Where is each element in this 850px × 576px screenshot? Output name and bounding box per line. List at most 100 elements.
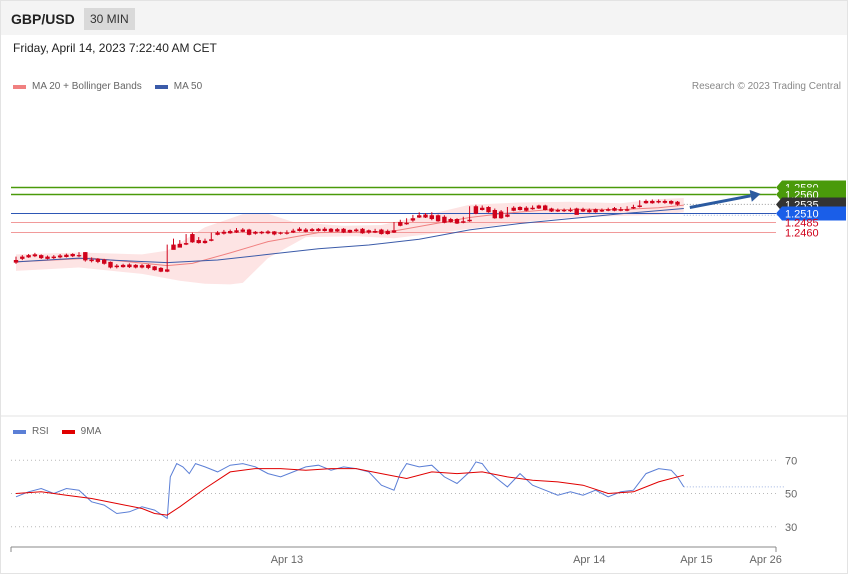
pivot-label-3: 1.2510: [785, 209, 819, 221]
candle-body: [102, 259, 107, 264]
candle-body: [32, 254, 38, 257]
legend-label-9ma: 9MA: [80, 426, 102, 437]
credit-text: Research © 2023 Trading Central: [691, 81, 841, 92]
candle-body: [127, 264, 132, 268]
legend-label-rsi: RSI: [32, 426, 49, 437]
legend-swatch-9ma: [61, 429, 75, 434]
candle-body: [177, 243, 182, 248]
candle-body: [297, 228, 302, 232]
candle-body: [467, 219, 472, 222]
legend-label-ma50: MA 50: [173, 81, 203, 92]
candle-body: [89, 259, 94, 262]
candle-body: [259, 231, 264, 234]
candle-body: [291, 230, 296, 233]
instrument-title: GBP/USD: [11, 11, 75, 27]
candle-body: [555, 209, 560, 212]
candle-body: [442, 216, 447, 223]
candle-body: [391, 230, 397, 233]
candle-body: [410, 218, 416, 221]
candle-body: [341, 228, 346, 233]
chart-header: GBP/USD 30 MIN: [1, 1, 847, 35]
candle-body: [45, 256, 50, 259]
legend-item-ma20: MA 20 + Bollinger Bands: [13, 81, 142, 92]
rsi-tick-label-70: 70: [785, 455, 797, 467]
candle-body: [158, 267, 164, 272]
candle-body: [404, 222, 409, 225]
candle-body: [517, 206, 523, 210]
candle-body: [190, 234, 195, 243]
candle-body: [13, 260, 19, 263]
x-tick-label-1: Apr 14: [573, 554, 605, 566]
legend-item-rsi: RSI: [13, 426, 49, 437]
candle-body: [536, 205, 542, 209]
candle-body: [543, 205, 548, 210]
candle-body: [253, 231, 258, 234]
candle-body: [322, 228, 327, 232]
legend-swatch-rsi: [13, 429, 26, 434]
candle-body: [120, 264, 126, 268]
candle-body: [165, 269, 170, 272]
candle-body: [631, 206, 636, 209]
candle-body: [328, 228, 334, 232]
candle-body: [580, 209, 586, 212]
chart-datetime: Friday, April 14, 2023 7:22:40 AM CET: [13, 41, 217, 55]
rsi-ma-line: [15, 468, 684, 516]
candle-body: [221, 231, 227, 234]
forecast-arrow-head: [749, 189, 761, 202]
candle-body: [316, 228, 321, 232]
candle-body: [152, 266, 157, 271]
candle-body: [385, 231, 390, 235]
candle-body: [372, 231, 378, 233]
candle-body: [108, 261, 113, 268]
rsi-legend: RSI 9MA: [13, 426, 101, 437]
support-label-4: 1.2485: [785, 218, 819, 230]
candle-body: [618, 209, 623, 211]
candle-body: [505, 214, 510, 217]
candle-body: [379, 229, 384, 235]
x-tick-label-2: Apr 15: [680, 554, 712, 566]
candle-body: [574, 208, 579, 215]
candle-body: [599, 209, 605, 212]
candle-body: [64, 254, 69, 257]
candle-body: [139, 265, 145, 268]
price-legend: MA 20 + Bollinger Bands MA 50: [13, 81, 202, 92]
bollinger-band: [16, 198, 684, 285]
candle-body: [454, 219, 460, 224]
x-tick-label-3: Apr 26: [749, 554, 781, 566]
candle-body: [511, 207, 516, 211]
rsi-tick-label-50: 50: [785, 489, 797, 501]
candle-body: [202, 240, 208, 244]
candle-body: [278, 232, 283, 234]
candle-body: [303, 229, 308, 232]
candles: [13, 199, 680, 273]
candle-body: [234, 230, 239, 233]
pivot-label-box-3: [776, 206, 846, 221]
candle-body: [486, 206, 491, 213]
candle-body: [228, 231, 233, 234]
candle-body: [650, 200, 655, 204]
candle-body: [675, 201, 680, 205]
candle-body: [366, 230, 371, 233]
candle-body: [669, 200, 674, 204]
candle-body: [398, 222, 403, 226]
candle-body: [57, 255, 63, 258]
candle-body: [587, 209, 592, 213]
legend-item-9ma: 9MA: [61, 426, 102, 437]
support-label-5: 1.2460: [785, 228, 819, 240]
candle-body: [183, 243, 189, 245]
x-tick-label-0: Apr 13: [271, 554, 303, 566]
candle-body: [524, 207, 529, 211]
candle-body: [335, 229, 340, 232]
candle-body: [593, 209, 598, 213]
candle-body: [417, 215, 422, 218]
candle-body: [643, 200, 649, 204]
candle-body: [662, 200, 668, 203]
candle-body: [39, 255, 44, 259]
rsi-line: [15, 461, 685, 520]
candle-body: [284, 232, 290, 234]
timeframe-badge[interactable]: 30 MIN: [84, 8, 135, 30]
candle-body: [435, 215, 441, 222]
candle-body: [656, 200, 661, 203]
candle-body: [51, 256, 56, 259]
